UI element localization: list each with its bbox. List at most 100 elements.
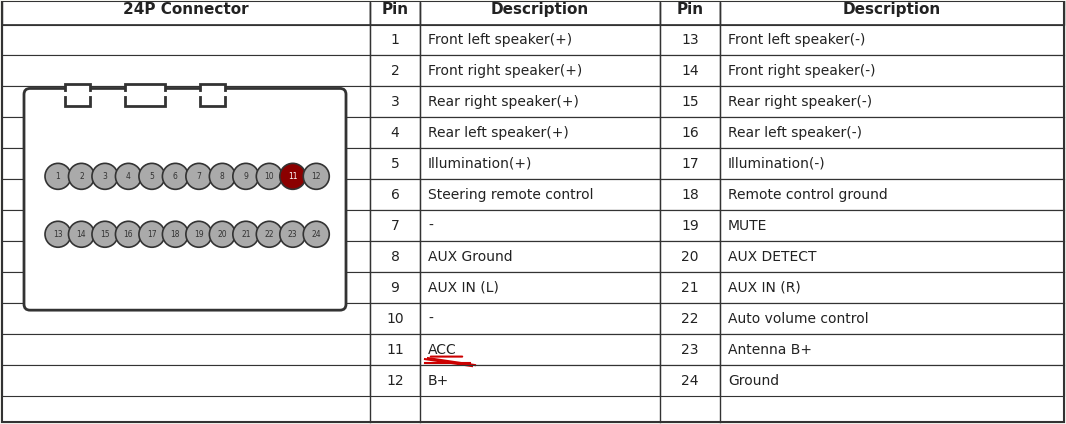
Circle shape [303,163,329,189]
Circle shape [232,163,259,189]
Circle shape [256,221,282,247]
Bar [370,56,420,86]
Bar [2,179,370,210]
Text: Illumination(+): Illumination(+) [429,157,532,171]
Bar [370,365,420,396]
Bar [370,334,420,365]
Circle shape [115,163,142,189]
Bar [720,365,1064,396]
Text: 10: 10 [386,312,404,326]
Bar [660,241,720,272]
Bar [420,179,660,210]
Text: 6: 6 [390,188,400,202]
Text: Front right speaker(+): Front right speaker(+) [429,64,582,78]
Text: Rear left speaker(+): Rear left speaker(+) [429,126,569,140]
Text: Front left speaker(+): Front left speaker(+) [429,33,572,47]
Circle shape [92,163,118,189]
Bar [2,241,370,272]
Text: Antenna B+: Antenna B+ [728,343,812,357]
Bar [660,56,720,86]
Bar [370,179,420,210]
Bar [125,84,165,106]
Bar [370,25,420,56]
Text: 21: 21 [241,230,251,239]
Bar [720,25,1064,56]
Text: 9: 9 [243,172,248,181]
Text: Rear right speaker(+): Rear right speaker(+) [429,95,579,109]
Bar [2,272,370,303]
Circle shape [303,221,329,247]
Bar [420,148,660,179]
Bar [720,56,1064,86]
Text: 9: 9 [390,281,400,295]
Circle shape [162,221,189,247]
Bar [720,241,1064,272]
Text: Pin: Pin [382,2,408,17]
Bar [720,117,1064,148]
Bar [2,86,370,117]
Bar [370,210,420,241]
Text: 24: 24 [681,374,698,388]
Text: 1: 1 [390,33,400,47]
Text: AUX DETECT: AUX DETECT [728,250,817,264]
Bar [420,117,660,148]
Text: 10: 10 [264,172,274,181]
Bar [2,334,370,365]
Bar [660,303,720,334]
Circle shape [185,221,212,247]
Bar [660,25,720,56]
Circle shape [92,221,118,247]
Bar [660,365,720,396]
Text: 8: 8 [220,172,225,181]
Text: 17: 17 [681,157,699,171]
Bar [370,86,420,117]
Text: 1: 1 [55,172,61,181]
Circle shape [162,163,189,189]
Circle shape [139,163,165,189]
Text: 15: 15 [100,230,110,239]
Bar [720,210,1064,241]
Text: Remote control ground: Remote control ground [728,188,888,202]
Bar [660,334,720,365]
Circle shape [209,163,236,189]
Text: 16: 16 [124,230,133,239]
Text: 23: 23 [681,343,698,357]
Text: 18: 18 [171,230,180,239]
Bar [420,86,660,117]
Text: 15: 15 [681,95,699,109]
Text: 5: 5 [149,172,155,181]
Text: 12: 12 [311,172,321,181]
Bar [660,117,720,148]
Bar [660,179,720,210]
Bar [420,365,660,396]
Text: 12: 12 [386,374,404,388]
Bar [420,272,660,303]
Text: AUX IN (L): AUX IN (L) [429,281,499,295]
Bar [370,117,420,148]
Text: 21: 21 [681,281,699,295]
Text: 20: 20 [681,250,698,264]
Text: 19: 19 [194,230,204,239]
Circle shape [68,221,95,247]
Circle shape [256,163,282,189]
Bar [2,117,370,148]
Text: 3: 3 [390,95,400,109]
Text: 6: 6 [173,172,178,181]
Bar [660,272,720,303]
Text: 7: 7 [390,219,400,233]
Bar [660,86,720,117]
Bar [200,84,225,106]
Bar [2,148,370,179]
Bar [720,86,1064,117]
Bar [2,365,370,396]
Text: 23: 23 [288,230,297,239]
Text: Ground: Ground [728,374,779,388]
Bar [660,210,720,241]
FancyBboxPatch shape [25,89,346,310]
Text: MUTE: MUTE [728,219,768,233]
Circle shape [115,221,142,247]
Text: ACC: ACC [429,343,456,357]
Text: 24P Connector: 24P Connector [124,2,248,17]
Circle shape [45,163,71,189]
Text: 4: 4 [390,126,400,140]
